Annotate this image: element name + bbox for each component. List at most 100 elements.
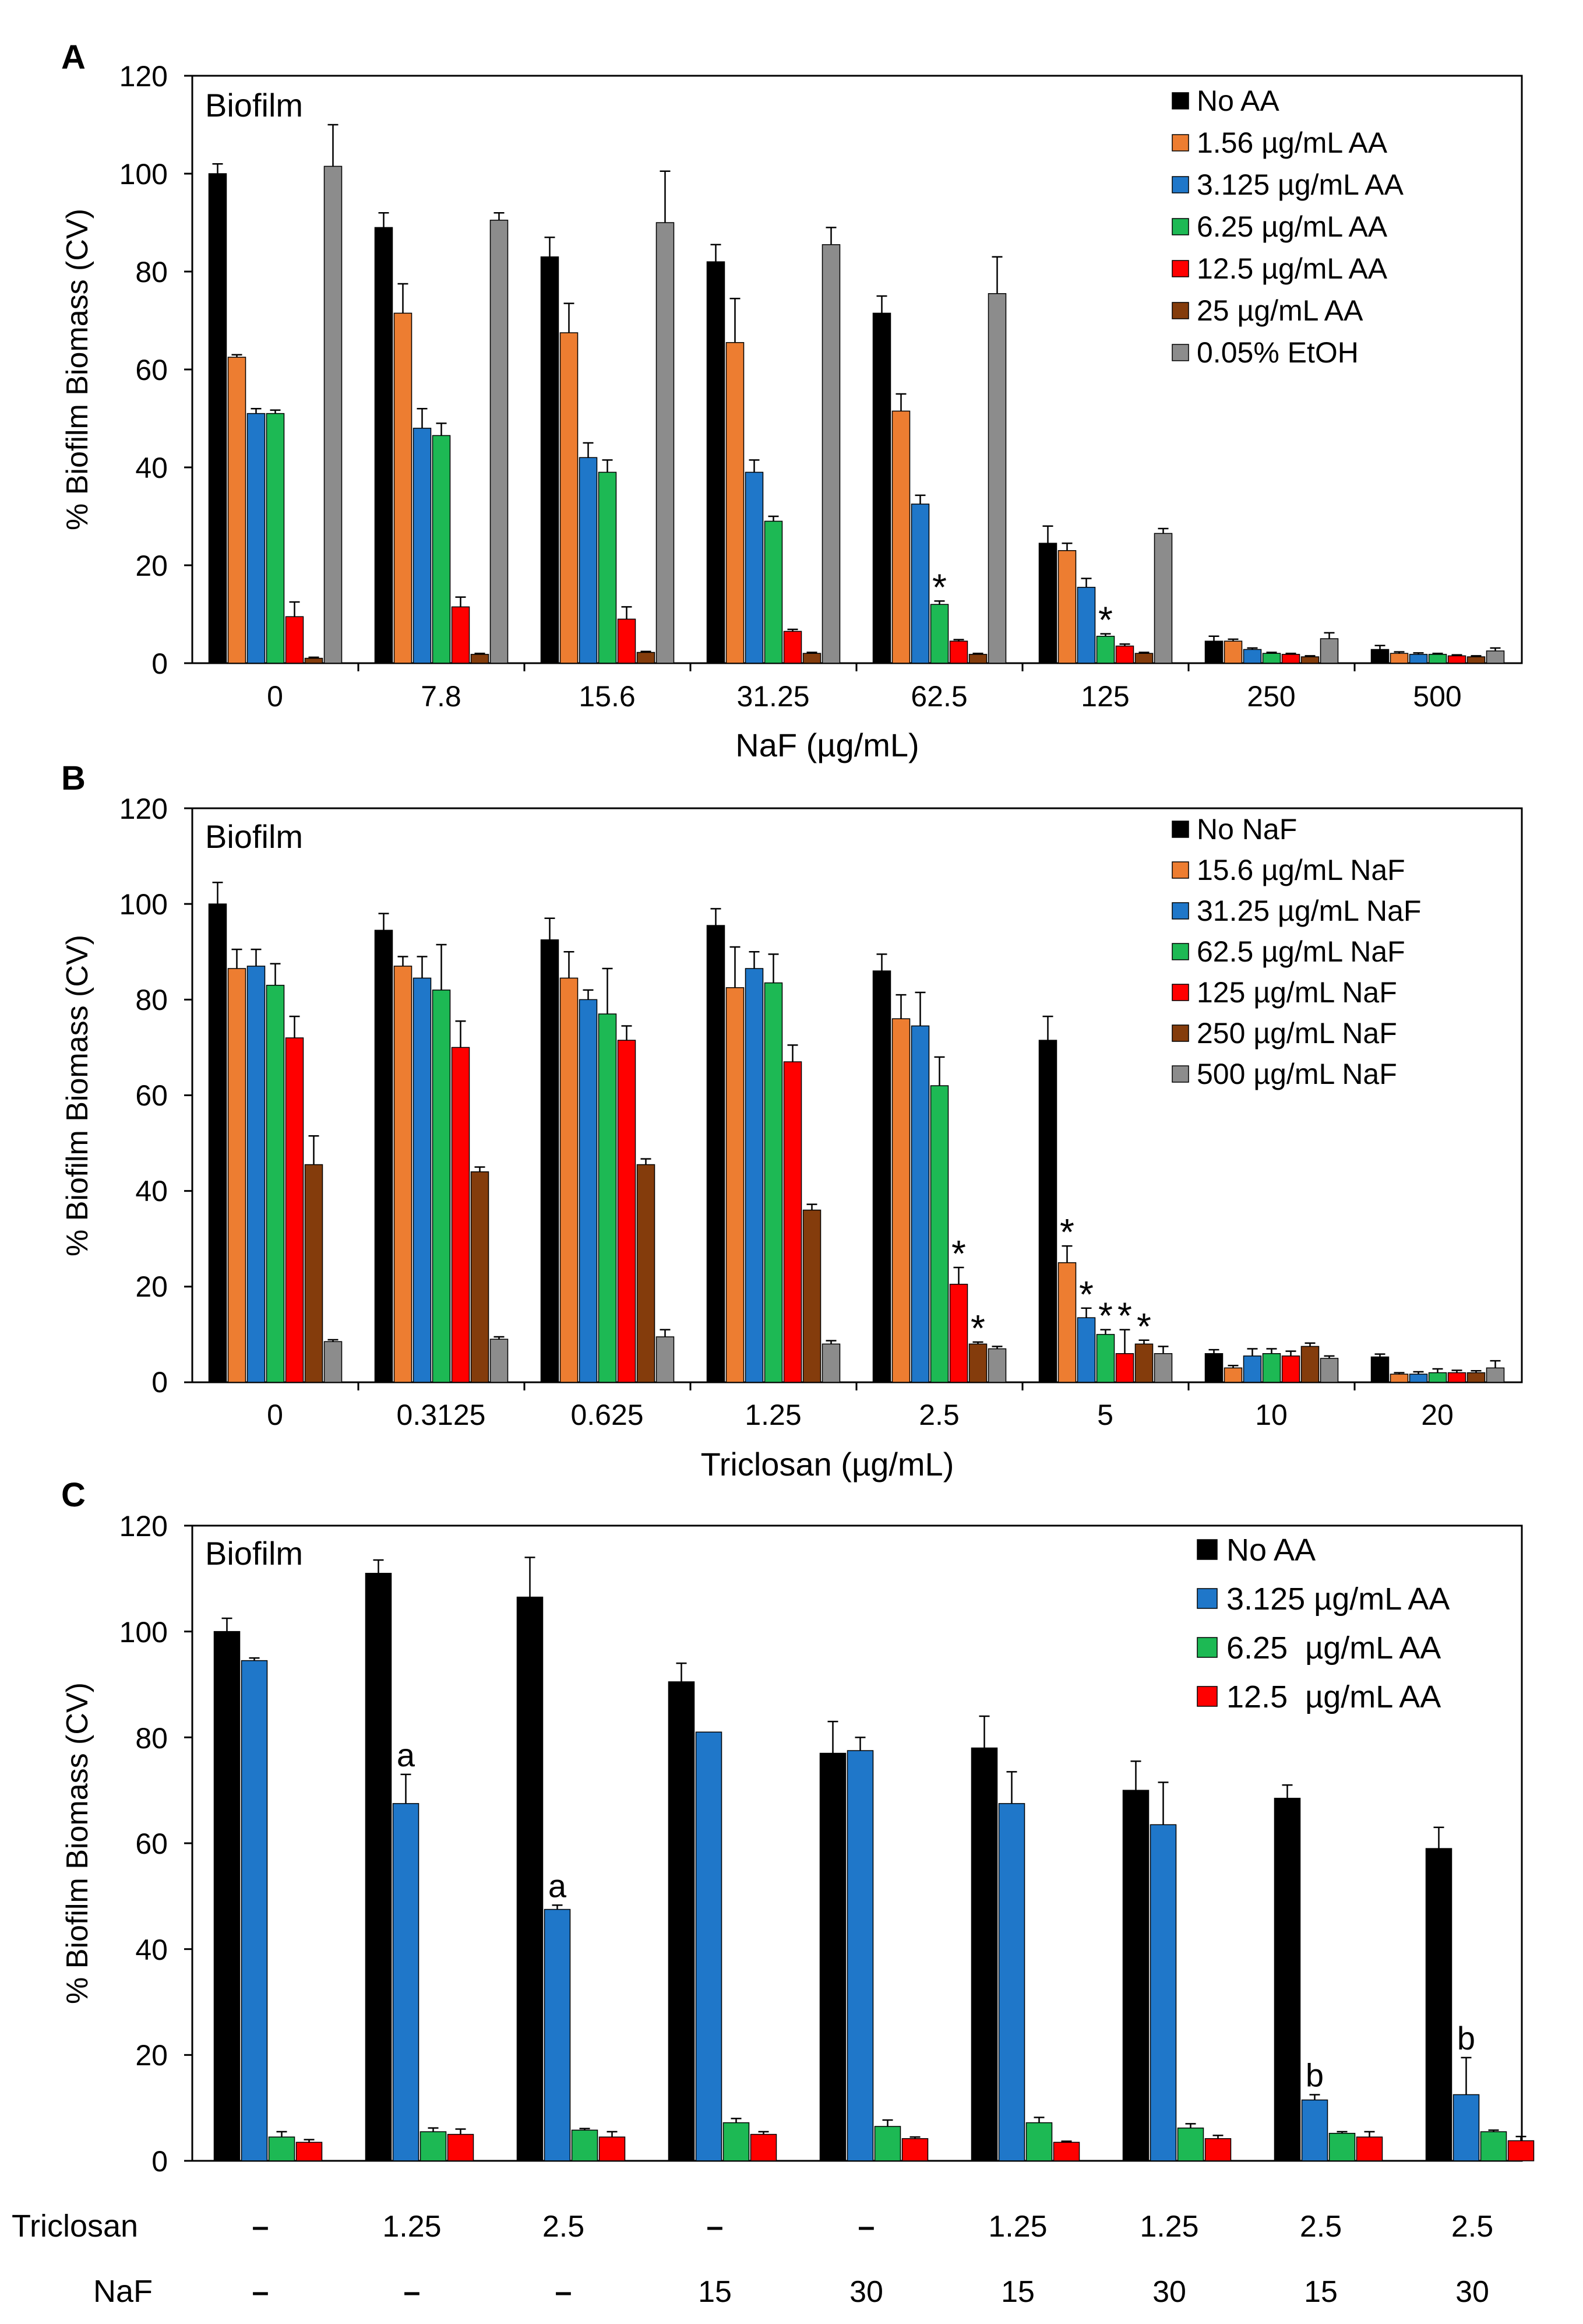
legend-label: 500 µg/mL NaF: [1197, 1058, 1397, 1090]
panel-c-legend: No AA 3.125 µg/mL AA 6.25 µg/mL AA 12.5 …: [1197, 1533, 1450, 1714]
bar: [1428, 1372, 1447, 1383]
legend-swatch: [1172, 344, 1189, 361]
naf-value: –: [252, 2275, 269, 2309]
legend-swatch: [1197, 1686, 1218, 1707]
panel-b-marks: ***** * *: [184, 807, 1505, 1390]
bar: [1122, 1790, 1150, 2161]
bar: [750, 2133, 777, 2161]
bar: [540, 939, 559, 1383]
legend-item: 125 µg/mL NaF: [1172, 976, 1397, 1009]
x-tick-label: 0.625: [570, 1399, 643, 1431]
bar: [489, 220, 509, 664]
bar: [822, 244, 841, 664]
y-tick-label: 0: [151, 647, 168, 680]
panel-c-triclosan-row: – 1.25 2.5 – – 1.25 1.25 2.5 2.5: [252, 2210, 1494, 2244]
bar: [470, 654, 489, 664]
bar: [285, 1037, 304, 1383]
bar: [1300, 1346, 1320, 1383]
bar: [246, 413, 266, 664]
legend-label: 6.25 µg/mL AA: [1226, 1631, 1441, 1665]
legend-item: 3.125 µg/mL AA: [1172, 168, 1404, 201]
triclosan-value: 2.5: [1300, 2210, 1342, 2244]
bar: [968, 1343, 988, 1383]
x-tick-label: 0.3125: [397, 1399, 486, 1431]
bar: [544, 1909, 571, 2161]
panel-b-x-ticks: 0 0.3125 0.625 1.25 2.5 5 10 20: [267, 1399, 1454, 1431]
bar: [227, 357, 246, 664]
naf-value: 15: [1304, 2275, 1338, 2309]
bar: [1507, 2140, 1535, 2161]
legend-swatch: [1172, 902, 1189, 920]
bar: [1224, 1367, 1243, 1383]
x-tick-label: 2.5: [919, 1399, 960, 1431]
significance-label: *: [932, 566, 947, 608]
bar: [208, 173, 227, 664]
bar: [1204, 640, 1224, 664]
bar: [323, 1341, 343, 1383]
bar: [246, 966, 266, 1383]
legend-label: 62.5 µg/mL NaF: [1197, 935, 1405, 968]
bar: [1177, 2127, 1204, 2161]
bar: [874, 2126, 901, 2161]
legend-label: No AA: [1226, 1533, 1316, 1568]
bar: [872, 312, 891, 664]
bar: [1038, 1040, 1057, 1383]
bar: [266, 984, 285, 1383]
bar: [393, 312, 413, 664]
bar: [413, 977, 432, 1383]
legend-item: 12.5 µg/mL AA: [1172, 252, 1388, 285]
bar: [598, 1013, 617, 1383]
significance-label: *: [1098, 599, 1113, 641]
legend-swatch: [1172, 302, 1189, 319]
legend-swatch: [1197, 1588, 1218, 1609]
bar: [304, 1164, 323, 1383]
bar: [1320, 1358, 1339, 1383]
bar: [1447, 655, 1466, 664]
bar: [1134, 653, 1154, 664]
panel-c-naf-row: – – – 15 30 15 30 15 30: [252, 2275, 1489, 2309]
bar: [323, 166, 343, 664]
naf-value: 30: [1152, 2275, 1186, 2309]
bar: [1204, 1353, 1224, 1383]
panel-c-title: Biofilm: [205, 1535, 303, 1572]
significance-label: b: [1457, 2020, 1475, 2057]
panel-c-letter: C: [61, 1476, 86, 1514]
bar: [516, 1596, 544, 2161]
bar: [1409, 654, 1428, 664]
panel-a-x-axis-label: NaF (µg/mL): [735, 727, 919, 763]
legend-swatch: [1172, 984, 1189, 1001]
bar: [266, 413, 285, 664]
bar: [1281, 1355, 1300, 1383]
panel-b: B Biofilm % Biofilm Biomass (CV) Triclos…: [61, 759, 1523, 1483]
x-tick-label: 125: [1081, 680, 1129, 713]
y-tick-label: 0: [151, 2145, 168, 2178]
bar: [636, 652, 655, 664]
panel-b-y-ticks: 0 20 40 60 80 100 120: [119, 793, 168, 1399]
significance-label: b: [1306, 2057, 1324, 2093]
bar: [802, 653, 822, 664]
bar: [949, 1283, 968, 1383]
bar: [745, 968, 764, 1383]
panel-a: A Biofilm % Biofilm Biomass (CV) NaF (µg…: [61, 38, 1523, 763]
naf-value: –: [404, 2275, 421, 2309]
y-tick-label: 120: [119, 60, 168, 93]
bar: [432, 435, 451, 664]
legend-swatch: [1172, 943, 1189, 960]
bar: [872, 970, 891, 1383]
bar: [971, 1747, 998, 2161]
triclosan-value: 2.5: [1451, 2210, 1493, 2244]
y-tick-label: 80: [135, 984, 168, 1016]
bar: [1390, 1374, 1409, 1383]
x-tick-label: 0: [267, 680, 283, 713]
bar: [1356, 2136, 1383, 2161]
bar: [1486, 650, 1505, 664]
triclosan-value: 2.5: [542, 2210, 584, 2244]
legend-label: No AA: [1197, 84, 1279, 117]
bar: [571, 2129, 598, 2161]
legend-label: 250 µg/mL NaF: [1197, 1017, 1397, 1050]
bar: [655, 1336, 675, 1383]
y-tick-label: 40: [135, 1175, 168, 1207]
legend-swatch: [1172, 821, 1189, 838]
legend-swatch: [1172, 861, 1189, 879]
